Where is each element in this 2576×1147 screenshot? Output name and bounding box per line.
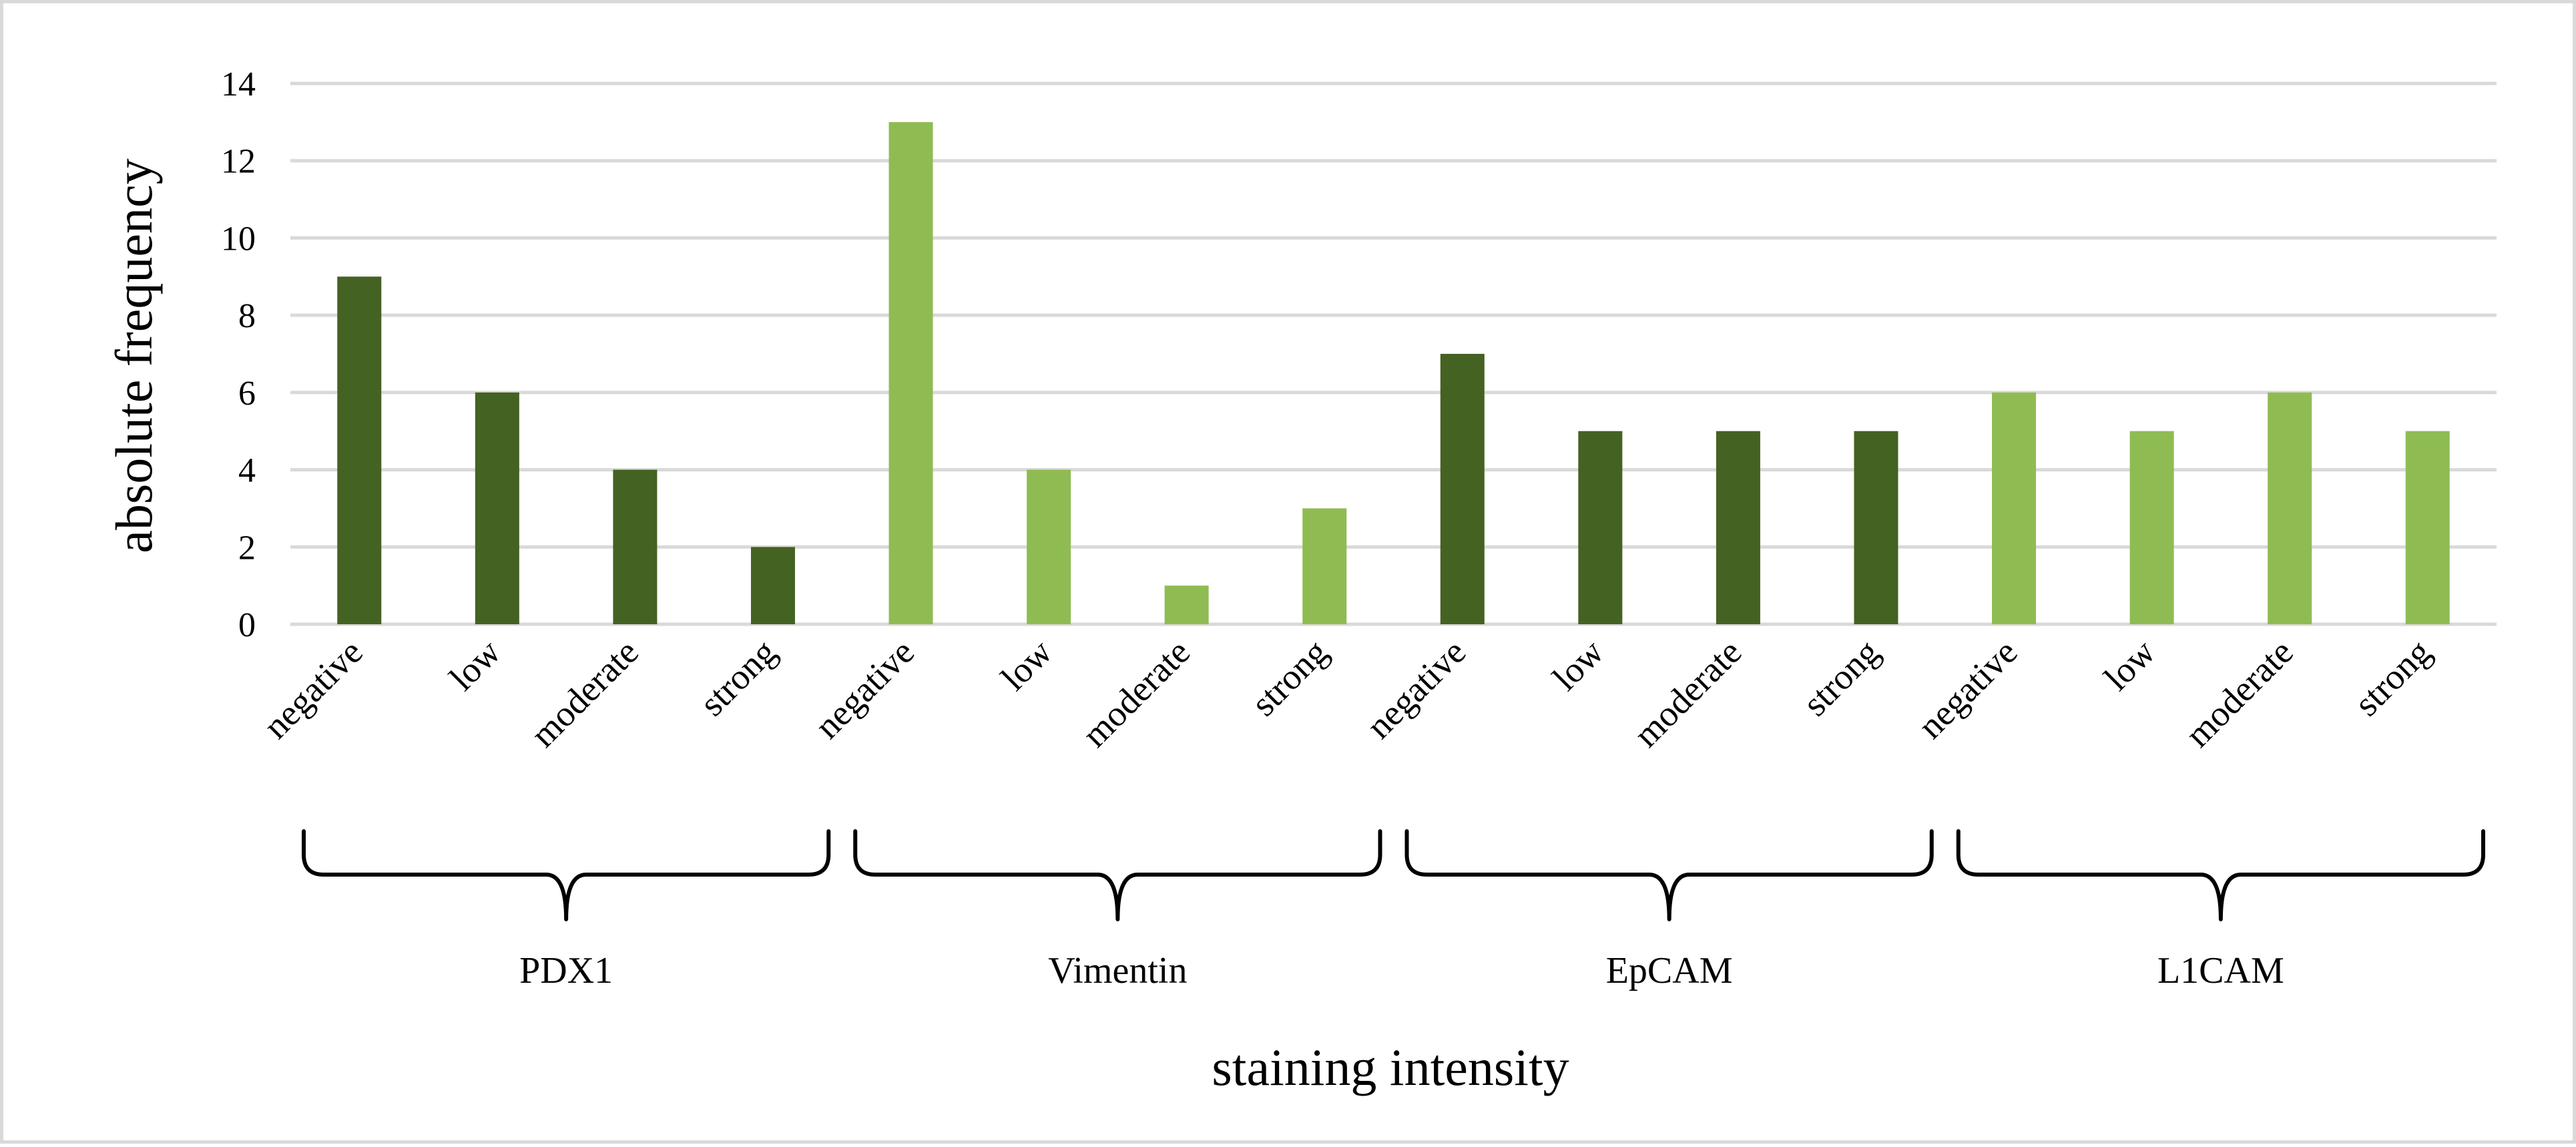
bar-epcam-low — [1578, 431, 1623, 624]
x-tick-label: negative — [1910, 632, 2025, 746]
bar-epcam-moderate — [1716, 431, 1760, 624]
x-tick-label: low — [1545, 632, 1611, 698]
x-tick-label: low — [993, 632, 1060, 698]
y-tick-label: 4 — [238, 452, 256, 490]
bar-l1cam-strong — [2405, 431, 2450, 624]
bar-vimentin-moderate — [1164, 586, 1209, 624]
x-tick-label: strong — [692, 632, 784, 724]
x-tick-label: negative — [807, 632, 922, 746]
x-tick-label: moderate — [2177, 632, 2300, 754]
x-tick-label: moderate — [1626, 632, 1749, 754]
x-tick-label: negative — [256, 632, 370, 746]
y-tick-label: 14 — [221, 65, 256, 103]
bar-pdx1-moderate — [613, 469, 658, 624]
x-tick-label: low — [442, 632, 509, 698]
bar-pdx1-negative — [337, 276, 382, 624]
group-bracket-l1cam — [1956, 829, 2485, 921]
x-axis-ticks: negative low moderate strong negative low mode… — [256, 632, 2438, 754]
y-tick-label: 12 — [221, 143, 256, 181]
group-label-vimentin: Vimentin — [1048, 950, 1187, 991]
x-tick-label: negative — [1358, 632, 1473, 746]
group-bracket-pdx1 — [302, 829, 831, 921]
y-tick-label: 0 — [238, 606, 256, 644]
group-label-l1cam: L1CAM — [2157, 950, 2284, 991]
bar-l1cam-low — [2129, 431, 2174, 624]
bar-pdx1-strong — [750, 547, 795, 624]
group-bracket-vimentin — [853, 829, 1382, 921]
bar-l1cam-moderate — [2268, 392, 2312, 624]
group-label-pdx1: PDX1 — [519, 950, 613, 991]
x-tick-label: strong — [1795, 632, 1887, 724]
group-label-epcam: EpCAM — [1606, 950, 1733, 991]
x-tick-label: low — [2096, 632, 2163, 698]
y-axis-ticks: 0 2 4 6 8 10 12 14 — [221, 65, 256, 644]
y-tick-label: 2 — [238, 529, 256, 567]
y-axis-title: absolute frequency — [105, 158, 163, 553]
x-tick-label: strong — [2346, 632, 2438, 724]
y-tick-label: 8 — [238, 297, 256, 335]
bars — [337, 122, 2450, 624]
bar-vimentin-low — [1027, 469, 1071, 624]
gridlines — [290, 81, 2497, 626]
y-tick-label: 10 — [221, 220, 256, 258]
group-brackets: PDX1 Vimentin EpCAM L1CAM — [302, 829, 2485, 991]
x-tick-label: strong — [1244, 632, 1336, 724]
bar-pdx1-low — [475, 392, 519, 624]
bar-vimentin-strong — [1302, 508, 1347, 624]
bar-vimentin-negative — [888, 122, 933, 624]
bar-l1cam-negative — [1992, 392, 2037, 624]
group-bracket-epcam — [1404, 829, 1934, 921]
bar-epcam-strong — [1854, 431, 1898, 624]
x-tick-label: moderate — [523, 632, 646, 754]
bar-epcam-negative — [1440, 354, 1485, 624]
x-tick-label: moderate — [1075, 632, 1198, 754]
x-axis-title: staining intensity — [1212, 1038, 1569, 1096]
y-tick-label: 6 — [238, 375, 256, 413]
